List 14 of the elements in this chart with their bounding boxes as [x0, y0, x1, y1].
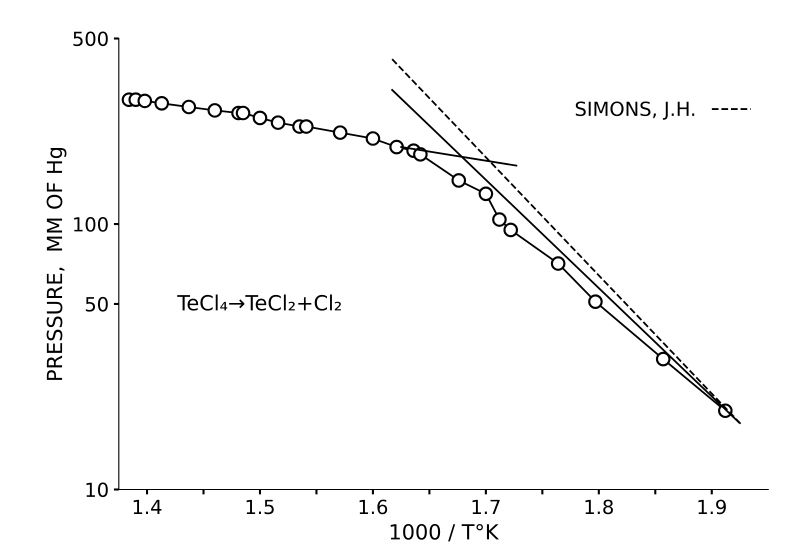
y-tick-label: 50 [86, 296, 108, 312]
x-tick-label: 1.7 [472, 500, 500, 514]
x-tick-label: 1.4 [134, 500, 162, 514]
y-tick-label: 10 [86, 482, 108, 498]
y-tick-label: 100 [74, 217, 108, 232]
y-tick-label: 500 [73, 31, 108, 46]
x-tick-label: 1.5 [246, 500, 274, 514]
y-axis-title: PRESSURE, MM OF Hg [46, 148, 66, 380]
x-tick-label: 1.9 [698, 500, 726, 514]
x-tick-label: 1.8 [585, 500, 613, 514]
x-tick-label: 1.6 [360, 500, 388, 514]
annotation: TeCl₄→TeCl₂+Cl₂ [177, 294, 341, 311]
legend-label: SIMONS, J.H. [576, 101, 694, 120]
x-axis-title: 1000 / T°K [390, 524, 499, 542]
